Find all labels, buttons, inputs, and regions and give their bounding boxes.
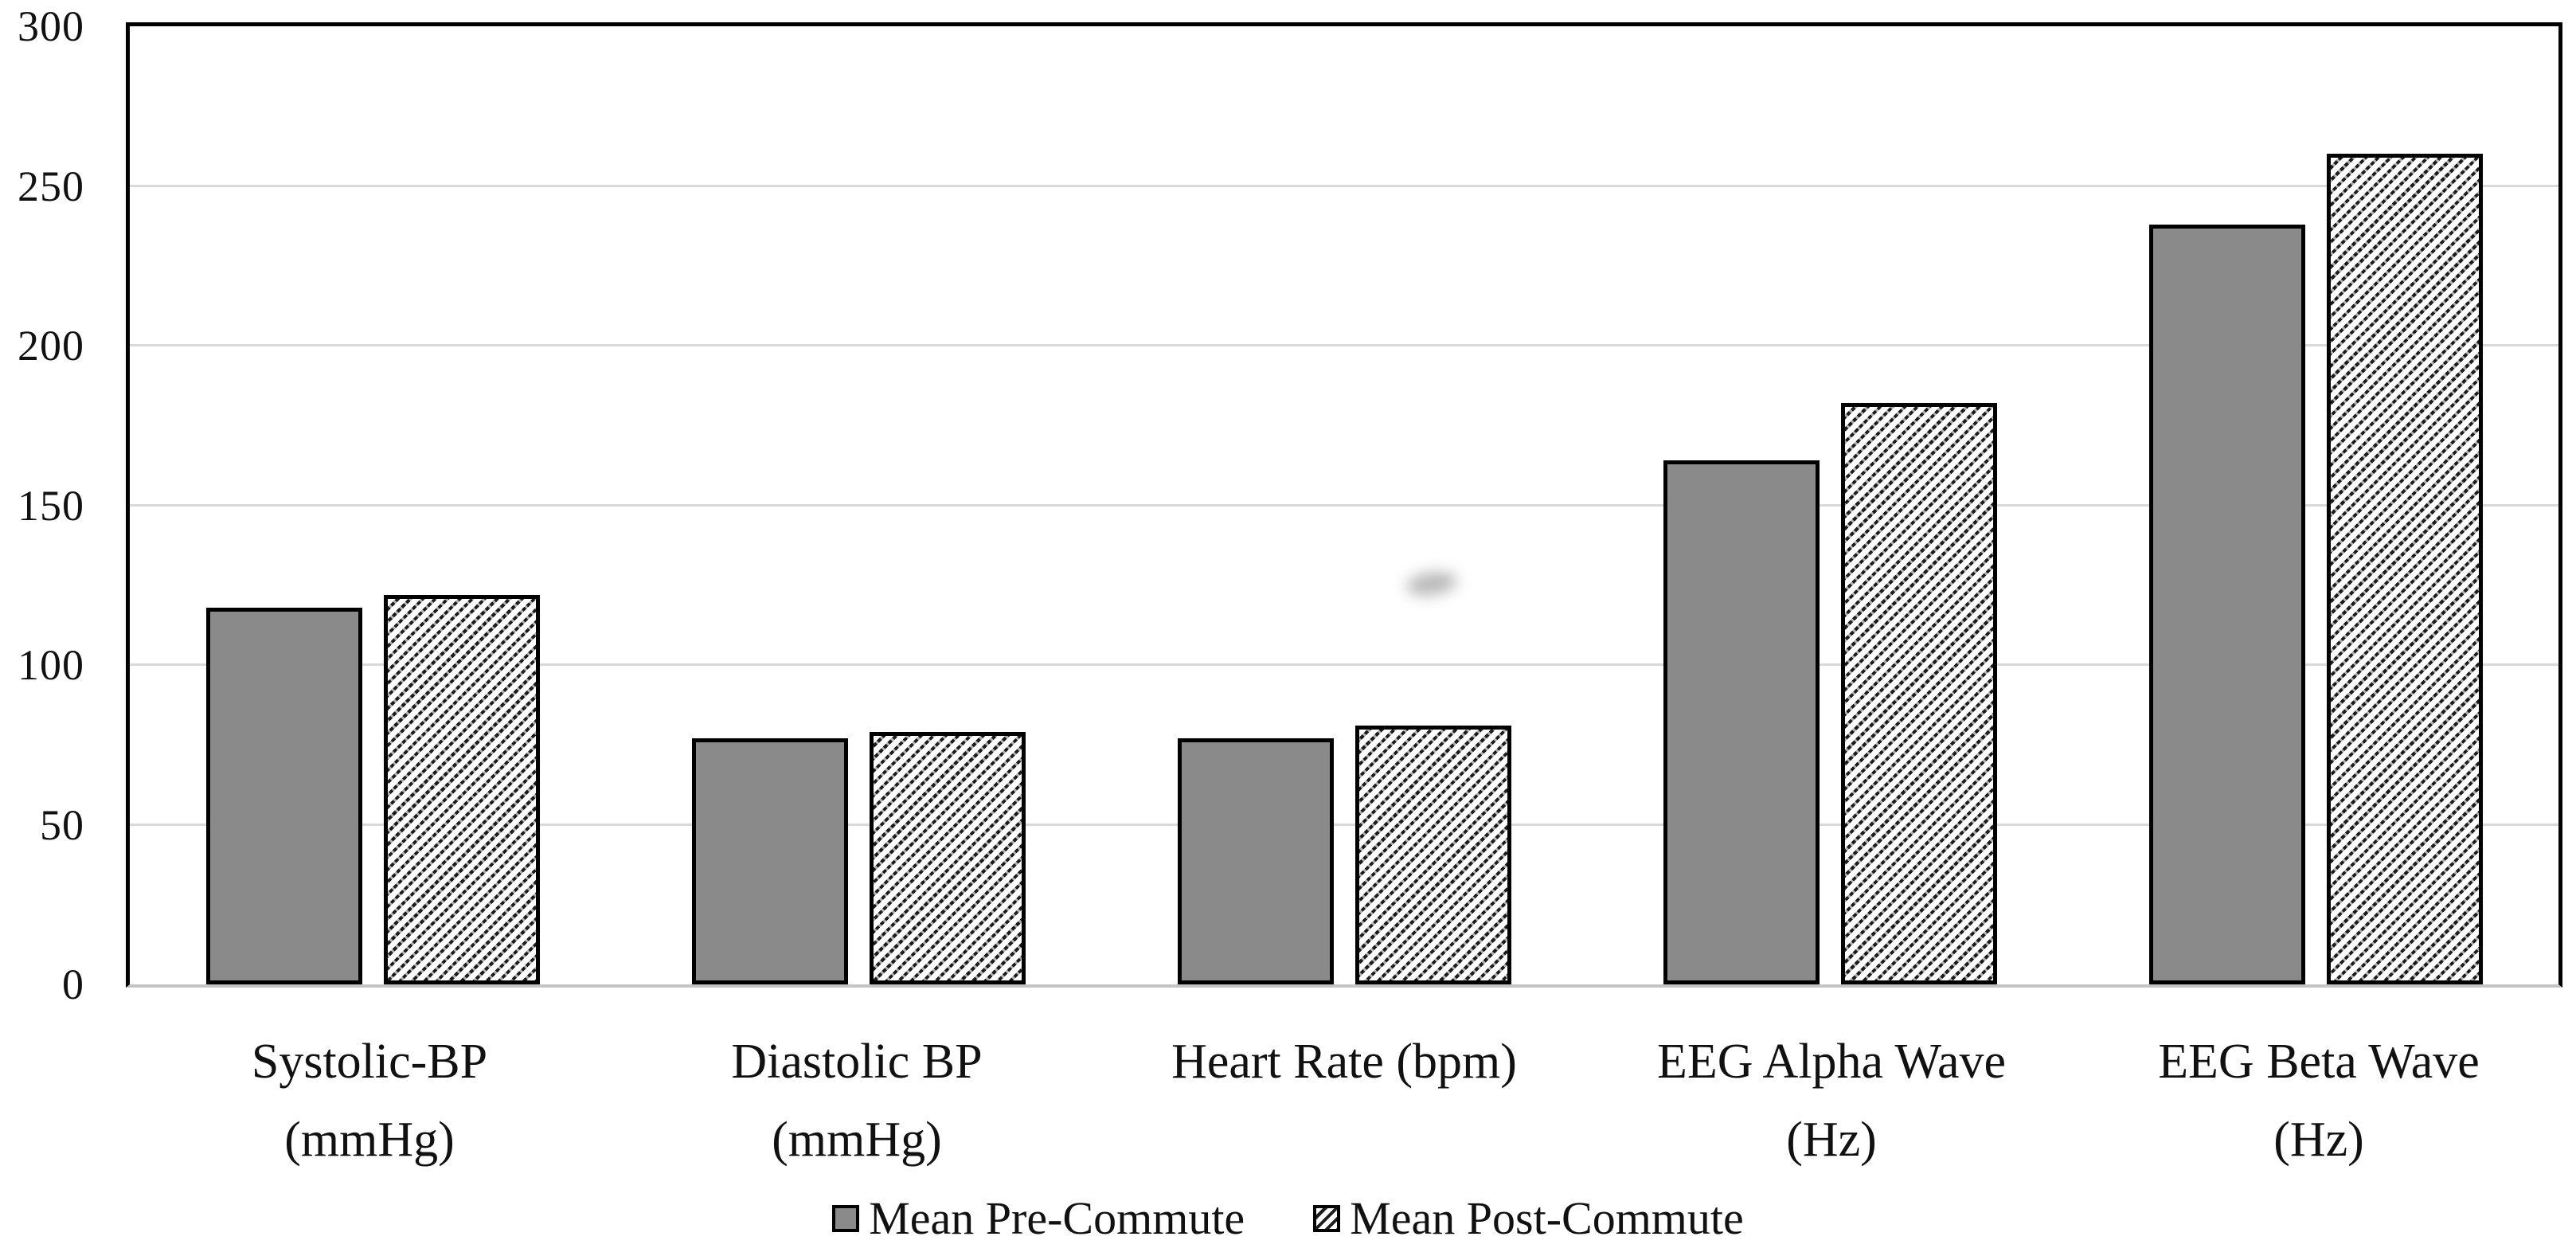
category-label-systolic-bp-mmhg: Systolic-BP (mmHg) xyxy=(251,1035,488,1167)
bar-mean-post-commute-diastolic-bp-mmhg xyxy=(869,732,1026,984)
legend-item-mean-pre-commute: Mean Pre-Commute xyxy=(832,1193,1245,1244)
category-label-eeg-beta-wave-hz: EEG Beta Wave (Hz) xyxy=(2158,1035,2480,1167)
bar-mean-post-commute-eeg-alpha-wave-hz xyxy=(1840,403,1997,984)
legend-item-mean-post-commute: Mean Post-Commute xyxy=(1313,1193,1744,1244)
bar-mean-pre-commute-eeg-beta-wave-hz xyxy=(2148,225,2305,984)
category-label-eeg-alpha-wave-hz: EEG Alpha Wave (Hz) xyxy=(1656,1035,2007,1167)
gridline-150 xyxy=(130,503,2558,507)
bar-mean-post-commute-heart-rate-bpm xyxy=(1354,726,1511,984)
category-label-heart-rate-bpm: Heart Rate (bpm) xyxy=(1171,1035,1517,1089)
category-label-diastolic-bp-mmhg: Diastolic BP (mmHg) xyxy=(731,1035,983,1167)
y-tick-label-0: 0 xyxy=(62,961,84,1008)
legend-label: Mean Pre-Commute xyxy=(869,1192,1245,1244)
plot-area xyxy=(126,22,2562,988)
gridline-200 xyxy=(130,344,2558,346)
y-tick-label-50: 50 xyxy=(40,801,84,849)
y-tick-label-150: 150 xyxy=(18,482,84,530)
legend: Mean Pre-Commute Mean Post-Commute xyxy=(0,1193,2576,1244)
bar-mean-post-commute-eeg-beta-wave-hz xyxy=(2326,154,2483,984)
bar-mean-pre-commute-heart-rate-bpm xyxy=(1177,738,1334,984)
gridline-50 xyxy=(130,823,2558,826)
gridline-100 xyxy=(130,663,2558,666)
bar-mean-pre-commute-systolic-bp-mmhg xyxy=(205,608,362,984)
bar-mean-pre-commute-eeg-alpha-wave-hz xyxy=(1663,460,1820,984)
y-tick-label-300: 300 xyxy=(18,2,84,50)
y-tick-label-250: 250 xyxy=(18,162,84,210)
bar-mean-pre-commute-diastolic-bp-mmhg xyxy=(691,738,848,984)
legend-swatch-diagonal-hatch-icon xyxy=(1313,1205,1341,1232)
y-tick-label-200: 200 xyxy=(18,322,84,370)
bar-mean-post-commute-systolic-bp-mmhg xyxy=(383,595,540,984)
gridline-250 xyxy=(130,184,2558,187)
legend-swatch-solid-gray-icon xyxy=(832,1205,860,1232)
y-tick-label-100: 100 xyxy=(18,641,84,689)
legend-label: Mean Post-Commute xyxy=(1350,1192,1744,1244)
